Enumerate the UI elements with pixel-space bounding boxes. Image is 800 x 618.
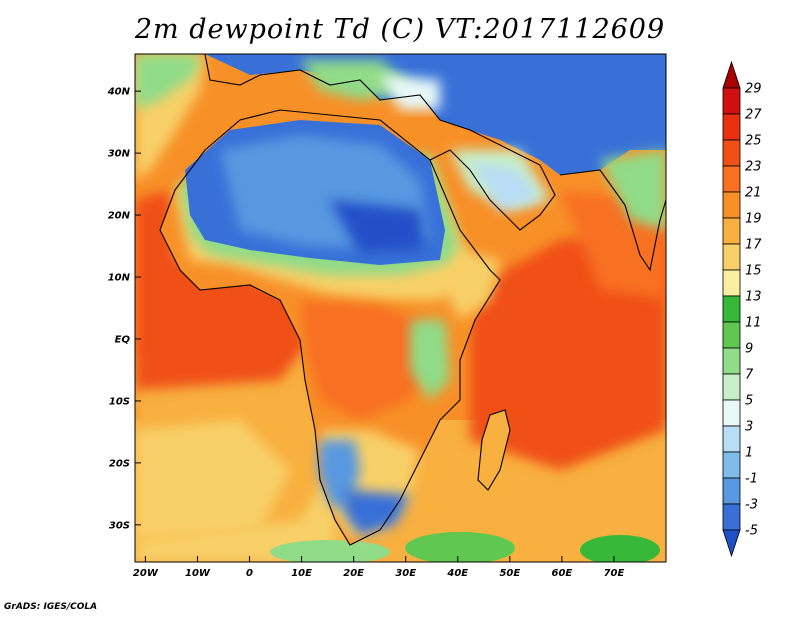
south-asia-green [600, 150, 666, 230]
lat-tick-label: EQ [115, 334, 131, 345]
lon-tick-label: 30E [395, 568, 416, 579]
eurasia-dry [205, 54, 666, 175]
colorbar-bin [722, 139, 741, 167]
colorbar-bin [722, 477, 741, 505]
colorbar-label: 17 [745, 238, 762, 253]
colorbar-label: -1 [745, 472, 758, 487]
colorbar-bin [722, 295, 741, 323]
lon-tick-label: 60E [552, 568, 573, 579]
colorbar-bin [722, 191, 741, 219]
arabia-coastline [429, 129, 556, 231]
colorbar-label: 21 [745, 186, 762, 201]
southern-ocean-green-3 [270, 540, 390, 562]
colorbar-label: 7 [745, 368, 754, 383]
southern-ocean-green-2 [580, 535, 660, 562]
lon-tick-label: 10W [185, 568, 211, 579]
colorbar-label: 13 [745, 290, 762, 305]
colorbar-bin [722, 347, 741, 375]
lon-tick-label: 50E [499, 568, 520, 579]
colorbar-bin [722, 217, 741, 245]
north-atlantic-green [135, 54, 200, 110]
longitude-axis: 20W 10W 0 10E 20E 30E 40E 50E 60E 70E [133, 556, 625, 579]
latitude-axis: 40N 30N 20N 10N EQ 10S 20S 30S [107, 87, 141, 531]
colorbar-label: -5 [745, 524, 758, 539]
colorbar-label: 1 [745, 446, 753, 461]
colorbar-bin [722, 87, 741, 115]
lon-tick-label: 40E [446, 568, 468, 579]
india-coastline [559, 169, 666, 272]
colorbar-label: 5 [745, 394, 753, 409]
colorbar-bin [722, 113, 741, 141]
colorbar-bin [722, 503, 741, 531]
colorbar-bin [722, 269, 741, 297]
colorbar-label: 29 [745, 82, 762, 97]
colorbar-bin [722, 165, 741, 193]
lat-tick-label: 10N [108, 273, 131, 284]
lon-tick-label: 20W [133, 568, 159, 579]
madagascar [478, 410, 510, 490]
lat-tick-label: 20N [108, 211, 131, 222]
east-africa-highlands [410, 320, 450, 400]
colorbar-bin [722, 425, 741, 453]
guinea-warm [135, 190, 310, 390]
lat-tick-label: 20S [109, 458, 130, 469]
lat-tick-label: 10S [109, 396, 130, 407]
lon-tick-label: 0 [246, 568, 253, 579]
map-frame [134, 53, 667, 563]
sudan-driest [330, 200, 425, 255]
europe-coastline [204, 54, 471, 131]
lat-tick-label: 30N [108, 149, 131, 160]
colorbar-bin [722, 373, 741, 401]
colorbar-label: 25 [745, 134, 762, 149]
colorbar-label: 3 [745, 420, 753, 435]
south-africa-dry [345, 490, 410, 535]
colorbar-label: 11 [745, 316, 762, 331]
colorbar-label: 19 [745, 212, 762, 227]
arabia-interior [470, 160, 540, 210]
lon-tick-label: 20E [343, 568, 364, 579]
colorbar-label: 15 [745, 264, 762, 279]
colorbar: 29 27 25 23 21 19 17 15 13 11 9 7 5 3 1 -1 -3 -5 [722, 60, 762, 558]
colorbar-label: 9 [745, 342, 753, 357]
south-atlantic-yellow [135, 420, 290, 540]
colorbar-bin [722, 399, 741, 427]
coastlines [159, 54, 666, 546]
map-title: 2m dewpoint Td (C) VT:2017112609 [134, 14, 666, 45]
lat-tick-label: 30S [109, 520, 130, 531]
southern-ocean-green-1 [405, 532, 515, 562]
lon-tick-label: 10E [291, 568, 312, 579]
dewpoint-field [135, 54, 666, 562]
colorbar-bin [722, 451, 741, 479]
madagascar-coastline [477, 409, 511, 491]
lon-tick-label: 70E [604, 568, 625, 579]
lat-tick-label: 40N [107, 87, 131, 98]
colorbar-top-arrow [722, 60, 741, 89]
africa-coastline [159, 109, 501, 546]
colorbar-bin [722, 321, 741, 349]
congo-warm [300, 300, 430, 420]
colorbar-bin [722, 243, 741, 271]
grads-credit: GrADS: IGES/COLA [4, 602, 98, 612]
colorbar-label: 27 [745, 108, 762, 123]
colorbar-bottom-arrow [722, 529, 741, 558]
colorbar-label: 23 [745, 160, 762, 175]
colorbar-label: -3 [745, 498, 758, 513]
